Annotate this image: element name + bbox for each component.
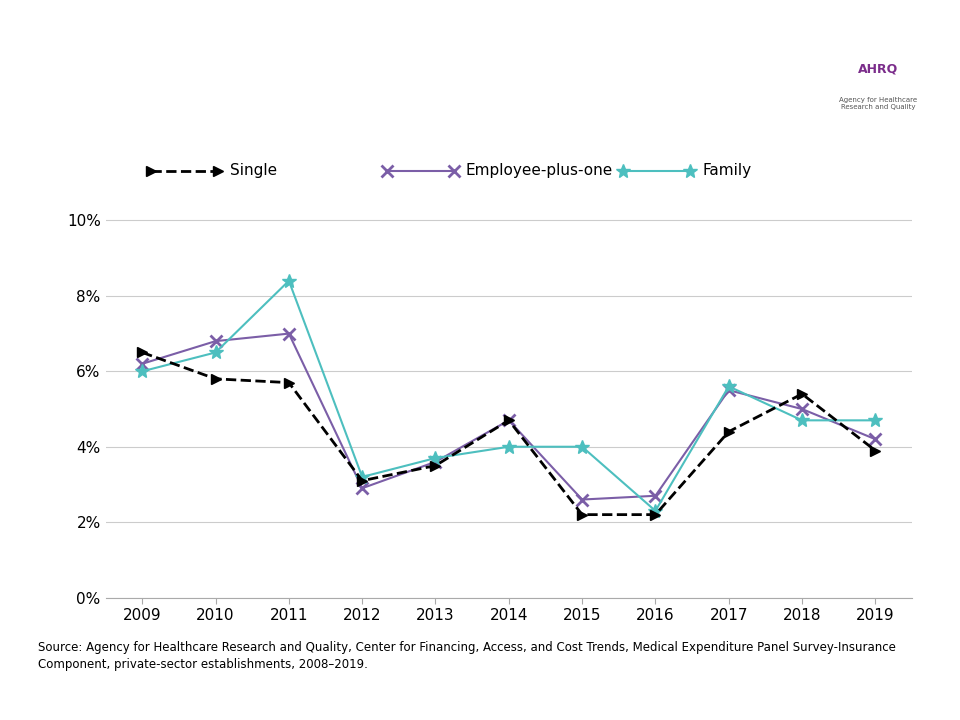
Text: Source: Agency for Healthcare Research and Quality, Center for Financing, Access: Source: Agency for Healthcare Research a… xyxy=(38,641,897,671)
Text: Employee-plus-one: Employee-plus-one xyxy=(466,163,613,179)
Text: Single: Single xyxy=(229,163,276,179)
Text: Family: Family xyxy=(702,163,752,179)
Polygon shape xyxy=(163,36,960,281)
Text: AHRQ: AHRQ xyxy=(858,63,899,76)
Text: Agency for Healthcare
Research and Quality: Agency for Healthcare Research and Quali… xyxy=(839,97,918,110)
Text: Figure 9. Percentage change in total premiums  per enrolled private-
sector empl: Figure 9. Percentage change in total pre… xyxy=(46,35,780,104)
